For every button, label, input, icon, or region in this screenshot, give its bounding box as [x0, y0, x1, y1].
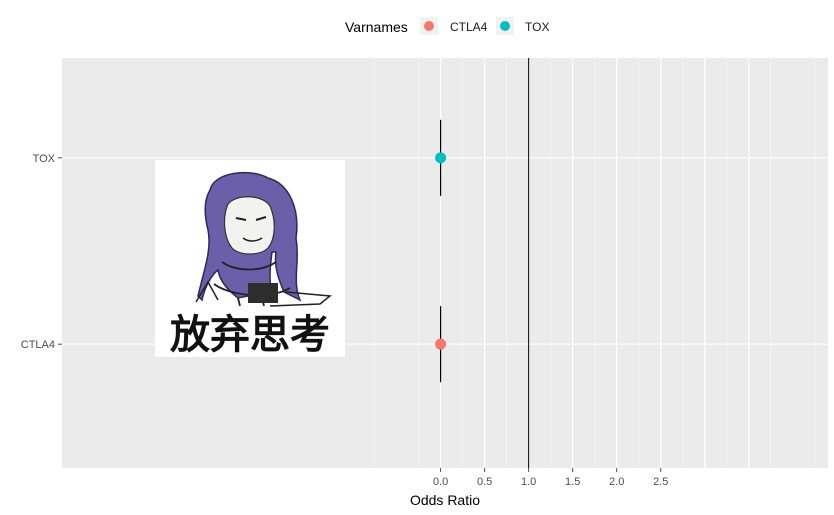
sticker-face — [223, 196, 275, 255]
data-marks — [435, 119, 447, 383]
x-tick-label: 0.0 — [433, 476, 448, 488]
y-tick-label: CTLA4 — [21, 339, 55, 351]
legend-label-tox: TOX — [525, 20, 549, 34]
legend-key-tox — [500, 21, 510, 31]
minor-grid — [374, 58, 816, 468]
x-axis-title: Odds Ratio — [410, 492, 480, 508]
sticker-caption: 放弃思考 — [170, 313, 330, 357]
legend-title: Varnames — [345, 19, 408, 35]
x-axis: 0.0 0.5 1.0 1.5 2.0 2.5 — [433, 468, 668, 488]
point-ctla4 — [435, 338, 447, 350]
legend-label-ctla4: CTLA4 — [450, 20, 488, 34]
point-tox — [435, 152, 447, 164]
x-tick-label: 0.5 — [477, 476, 492, 488]
legend: Varnames CTLA4 TOX — [345, 17, 549, 35]
x-tick-label: 1.0 — [521, 476, 536, 488]
x-tick-label: 2.5 — [653, 476, 668, 488]
y-axis: CTLA4 TOX — [21, 153, 62, 351]
x-tick-label: 1.5 — [565, 476, 580, 488]
y-tick-label: TOX — [33, 153, 56, 165]
legend-key-ctla4 — [424, 21, 434, 31]
x-tick-label: 2.0 — [609, 476, 624, 488]
meme-sticker-icon: 放弃思考 — [155, 160, 345, 357]
